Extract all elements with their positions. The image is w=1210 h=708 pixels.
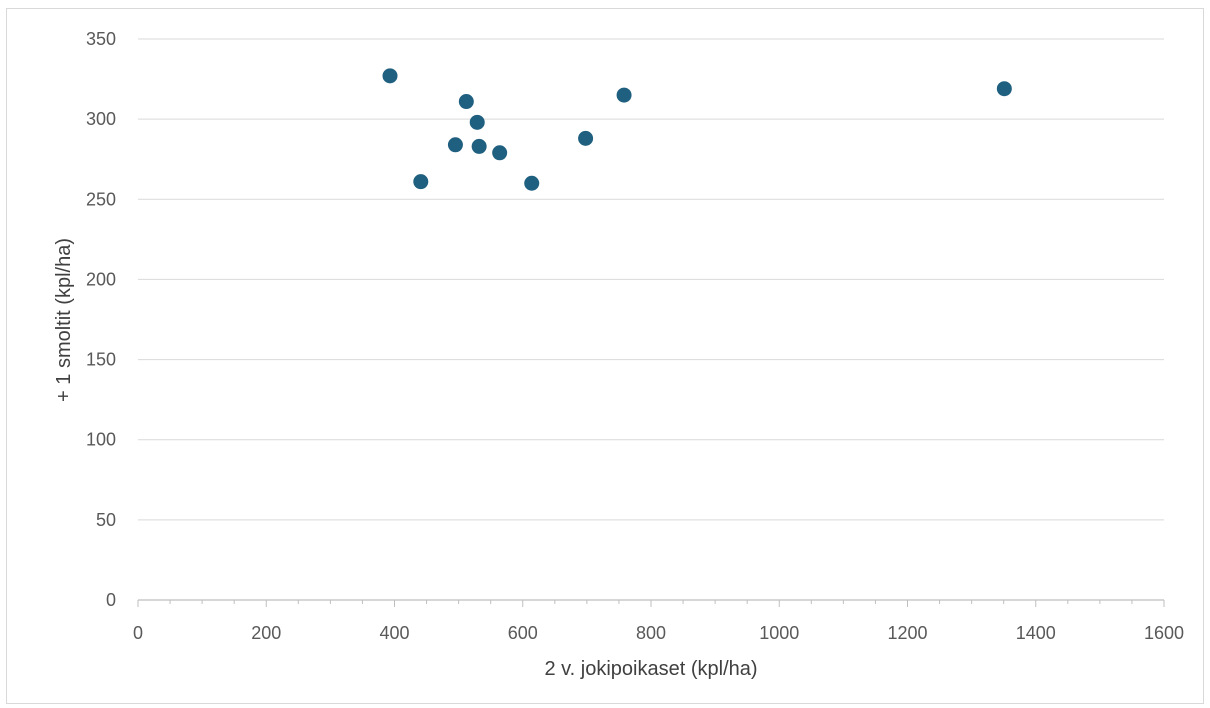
y-tick-label-150: 150 [86, 350, 116, 370]
data-point-6 [471, 138, 487, 154]
x-tick-label-1600: 1600 [1144, 623, 1184, 643]
y-tick-label-50: 50 [96, 510, 116, 530]
data-point-4 [458, 94, 474, 110]
y-tick-label-0: 0 [106, 590, 116, 610]
x-tick-label-1000: 1000 [759, 623, 799, 643]
y-tick-labels: 0 50 100 150 200 250 300 350 [86, 29, 116, 610]
data-point-11 [996, 81, 1012, 97]
x-tick-label-600: 600 [508, 623, 538, 643]
data-point-8 [524, 175, 540, 191]
x-tick-labels: 0 200 400 600 800 1000 1200 1400 1600 [133, 623, 1184, 643]
x-tick-label-800: 800 [636, 623, 666, 643]
data-point-2 [413, 174, 429, 190]
x-tick-label-0: 0 [133, 623, 143, 643]
x-tick-label-1200: 1200 [887, 623, 927, 643]
data-points [382, 68, 1012, 191]
y-tick-label-250: 250 [86, 189, 116, 209]
axes [137, 599, 1165, 607]
data-point-10 [616, 87, 632, 103]
data-point-7 [492, 145, 508, 161]
data-point-9 [578, 130, 594, 146]
gridlines [138, 38, 1164, 521]
chart-frame [6, 8, 1204, 704]
x-tick-label-400: 400 [379, 623, 409, 643]
y-tick-label-350: 350 [86, 29, 116, 49]
data-point-5 [469, 114, 485, 130]
data-point-1 [382, 68, 398, 84]
data-point-3 [447, 137, 463, 153]
y-tick-label-100: 100 [86, 430, 116, 450]
x-axis-title: 2 v. jokipoikaset (kpl/ha) [544, 658, 757, 680]
y-axis-title: + 1 smoltit (kpl/ha) [53, 238, 75, 402]
y-tick-label-300: 300 [86, 109, 116, 129]
x-tick-label-1400: 1400 [1016, 623, 1056, 643]
y-tick-label-200: 200 [86, 269, 116, 289]
x-tick-label-200: 200 [251, 623, 281, 643]
